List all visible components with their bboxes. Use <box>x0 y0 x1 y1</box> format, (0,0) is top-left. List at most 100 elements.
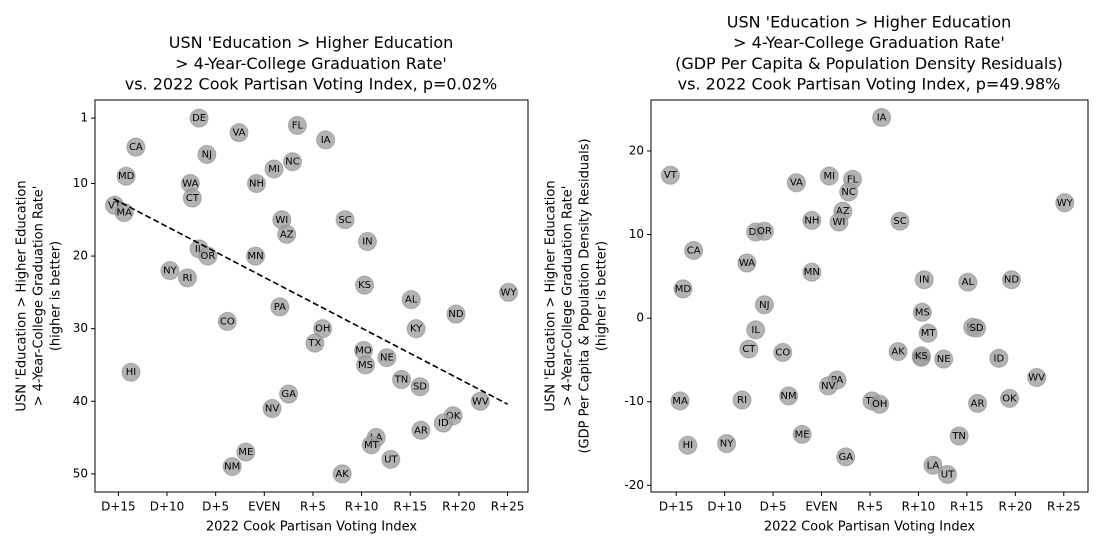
point <box>934 349 954 369</box>
x-tick-label: R+25 <box>491 500 525 514</box>
point-label: HI <box>683 440 693 451</box>
point-label: MI <box>823 171 835 182</box>
point-label: HI <box>126 367 136 378</box>
point-label: NC <box>841 187 855 198</box>
point <box>870 394 890 414</box>
chart-title: > 4-Year-College Graduation Rate' <box>175 54 447 73</box>
point-label: DE <box>192 113 206 124</box>
x-tick-label: R+5 <box>857 500 883 514</box>
point <box>356 355 376 375</box>
point-label: AZ <box>280 229 294 240</box>
point-label: MT <box>364 440 380 451</box>
y-tick-label: 10 <box>629 227 644 241</box>
point <box>247 173 267 193</box>
point-label: ID <box>994 353 1005 364</box>
point <box>1000 388 1020 408</box>
point-label: CT <box>186 193 200 204</box>
y-tick-label: -10 <box>624 394 644 408</box>
point <box>786 173 806 193</box>
point <box>401 290 421 310</box>
y-tick-label: 30 <box>73 321 88 335</box>
point <box>411 420 431 440</box>
point <box>1027 367 1047 387</box>
point-label: WI <box>275 215 288 226</box>
point-label: ND <box>448 309 463 320</box>
point <box>918 323 938 343</box>
point <box>287 115 307 135</box>
x-tick-label: D+10 <box>707 500 742 514</box>
point-label: OH <box>872 399 887 410</box>
point-label: WA <box>739 258 755 269</box>
point-label: MS <box>358 360 373 371</box>
plot-frame <box>650 99 1089 493</box>
point <box>739 339 759 359</box>
point-label: UT <box>384 454 398 465</box>
point-label: KS <box>915 351 928 362</box>
point-label: WV <box>1028 372 1045 383</box>
point <box>182 188 202 208</box>
point <box>222 457 242 477</box>
x-tick-label: D+15 <box>101 500 136 514</box>
point-label: NE <box>380 353 394 364</box>
x-tick-label: D+15 <box>659 500 694 514</box>
point <box>177 268 197 288</box>
x-tick-label: D+5 <box>202 500 229 514</box>
point-label: ND <box>1004 275 1019 286</box>
point-label: IA <box>877 113 887 124</box>
point <box>377 348 397 368</box>
point-label: TN <box>394 374 409 385</box>
point-label: MT <box>921 328 937 339</box>
point-label: SC <box>893 216 906 227</box>
point <box>684 240 704 260</box>
point-label: TN <box>951 431 966 442</box>
point-label: FL <box>847 174 859 185</box>
point-label: OR <box>757 226 772 237</box>
point <box>717 434 737 454</box>
point-label: PA <box>831 375 843 386</box>
point <box>872 108 892 128</box>
point <box>198 246 218 266</box>
point-label: ME <box>795 429 810 440</box>
point-label: NE <box>937 354 951 365</box>
point-label: GA <box>281 389 296 400</box>
point-label: SC <box>338 215 351 226</box>
point-label: MS <box>915 307 930 318</box>
point <box>332 464 352 484</box>
point <box>277 224 297 244</box>
point <box>381 449 401 469</box>
y-tick-label: 40 <box>73 394 88 408</box>
point <box>737 253 757 273</box>
point-label: NJ <box>202 149 212 160</box>
point-label: CO <box>775 347 790 358</box>
point-label: CA <box>687 245 701 256</box>
point <box>305 333 325 353</box>
point <box>229 123 249 143</box>
point-label: NJ <box>759 300 769 311</box>
point-label: AZ <box>836 206 850 217</box>
point <box>410 377 430 397</box>
y-axis-label: > 4-Year-College Graduation Rate' <box>32 186 47 407</box>
point-label: RI <box>182 273 192 284</box>
point <box>283 152 303 172</box>
x-tick-label: D+5 <box>760 500 787 514</box>
point <box>335 210 355 230</box>
point-label: SD <box>970 323 984 334</box>
point-label: NM <box>781 391 797 402</box>
point-label: OK <box>1002 393 1017 404</box>
chart-title: (GDP Per Capita & Population Density Res… <box>675 54 1063 73</box>
point <box>270 297 290 317</box>
x-tick-label: R+20 <box>442 500 476 514</box>
y-axis-label: (GDP Per Capita & Population Density Res… <box>578 138 593 453</box>
point-label: NC <box>285 157 299 168</box>
point <box>949 426 969 446</box>
point <box>829 212 849 232</box>
point <box>262 399 282 419</box>
y-tick-label: 1 <box>80 111 88 125</box>
point <box>802 262 822 282</box>
point-label: NV <box>265 404 279 415</box>
point-label: NY <box>720 439 734 450</box>
x-axis-label: 2022 Cook Partisan Voting Index <box>764 520 976 535</box>
point <box>361 435 381 455</box>
point <box>197 144 217 164</box>
point-label: RI <box>737 395 747 406</box>
